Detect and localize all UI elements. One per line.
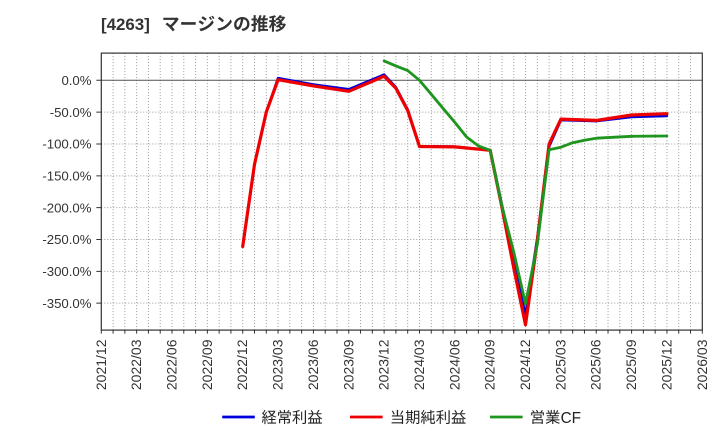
svg-text:-150.0%: -150.0% — [42, 169, 91, 184]
svg-text:2026/03: 2026/03 — [694, 339, 710, 390]
svg-text:-50.0%: -50.0% — [50, 105, 92, 120]
svg-text:-350.0%: -350.0% — [42, 296, 91, 311]
svg-text:0.0%: 0.0% — [61, 73, 91, 88]
svg-text:-200.0%: -200.0% — [42, 200, 91, 215]
svg-text:2022/03: 2022/03 — [128, 339, 144, 390]
svg-text:CF: CF — [561, 410, 581, 427]
svg-text:2025/12: 2025/12 — [658, 339, 674, 390]
svg-text:-250.0%: -250.0% — [42, 232, 91, 247]
svg-text:2024/03: 2024/03 — [411, 339, 427, 390]
svg-text:2025/06: 2025/06 — [588, 339, 604, 390]
svg-text:2023/12: 2023/12 — [376, 339, 392, 390]
svg-text:2022/09: 2022/09 — [199, 339, 215, 390]
svg-text:-100.0%: -100.0% — [42, 137, 91, 152]
svg-text:2022/06: 2022/06 — [164, 339, 180, 390]
svg-text:2023/03: 2023/03 — [270, 339, 286, 390]
svg-text:-300.0%: -300.0% — [42, 264, 91, 279]
svg-text:2024/09: 2024/09 — [482, 339, 498, 390]
svg-text:2025/03: 2025/03 — [552, 339, 568, 390]
svg-text:[4263]: [4263] — [101, 15, 150, 34]
svg-text:2023/06: 2023/06 — [305, 339, 321, 390]
svg-text:2024/06: 2024/06 — [446, 339, 462, 390]
svg-text:2023/09: 2023/09 — [340, 339, 356, 390]
svg-text:2025/09: 2025/09 — [623, 339, 639, 390]
svg-text:2024/12: 2024/12 — [517, 339, 533, 390]
svg-text:2022/12: 2022/12 — [234, 339, 250, 390]
svg-text:2021/12: 2021/12 — [93, 339, 109, 390]
